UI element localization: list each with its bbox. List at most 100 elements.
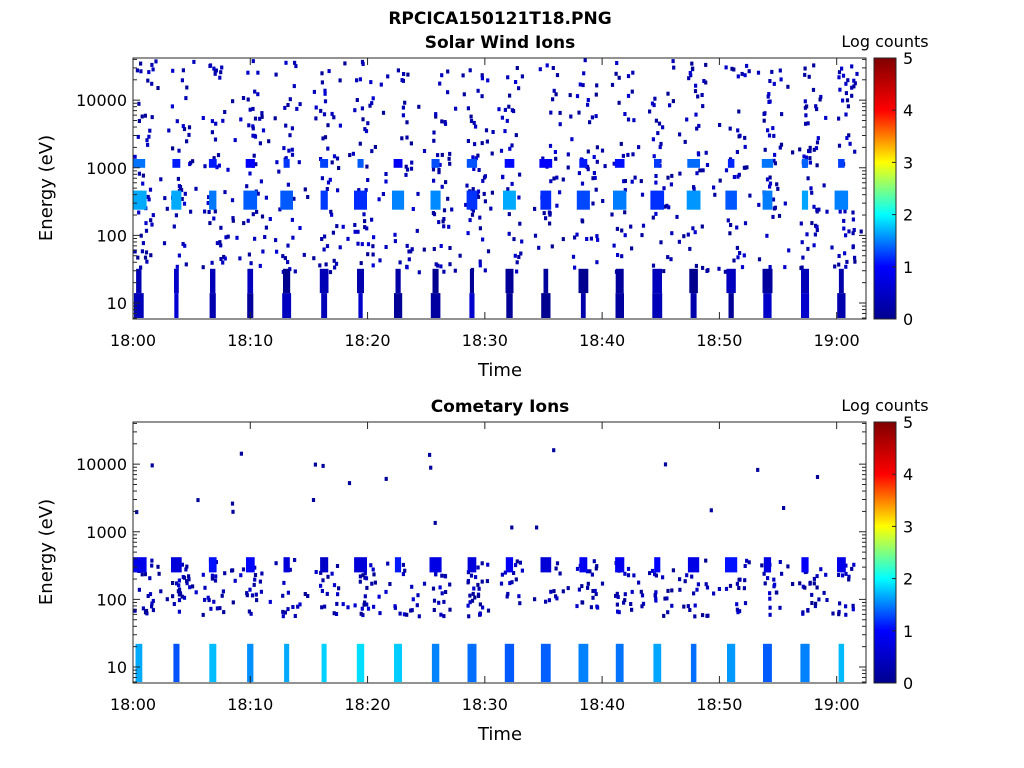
heatmap-cell [404,172,408,177]
heatmap-cell [359,261,363,266]
heatmap-cell [481,605,485,610]
heatmap-cell [370,217,374,222]
heatmap-cell [685,573,689,578]
heatmap-cell [150,563,154,568]
heatmap-cell [837,573,841,577]
heatmap-cell [291,235,295,240]
heatmap-cell [141,606,145,611]
heatmap-cell [278,207,282,212]
heatmap-cell [690,61,694,66]
heatmap-cell [150,81,154,86]
heatmap-cell [640,233,644,238]
heatmap-cell [514,133,518,138]
heatmap-cell [538,67,542,72]
heatmap-cell [586,102,590,107]
heatmap-cell [371,252,375,257]
heatmap-cell [378,258,382,263]
heatmap-cell [472,120,476,125]
heatmap-cell [594,187,598,192]
heatmap-cell [363,219,367,224]
heatmap-cell [573,235,577,240]
heatmap-cell [446,90,450,95]
heatmap-cell [480,94,484,99]
heatmap-cell [800,240,804,245]
heatmap-cell [489,206,493,211]
heatmap-cell [508,93,512,98]
heatmap-cell [209,606,213,611]
heatmap-band [172,159,181,168]
heatmap-cell [143,113,147,118]
heatmap-cell [151,608,155,613]
heatmap-cell [614,71,618,76]
heatmap-band [654,557,661,573]
heatmap-band [320,190,328,210]
heatmap-cell [853,259,857,264]
heatmap-cell [275,249,279,254]
heatmap-band [284,643,290,682]
heatmap-cell [485,139,489,144]
heatmap-cell [555,175,559,180]
heatmap-cell [353,229,357,234]
heatmap-cell [541,156,545,161]
heatmap-cell [547,598,551,603]
heatmap-cell [256,92,260,97]
heatmap-cell [603,164,607,169]
heatmap-cell [353,223,357,227]
heatmap-cell [322,112,327,117]
heatmap-cell [148,592,153,597]
heatmap-cell [844,91,848,96]
heatmap-cell [180,78,184,83]
heatmap-cell [143,255,148,260]
heatmap-cell [140,572,144,577]
heatmap-cell [384,476,388,481]
chart-title: Cometary Ions [431,397,570,417]
heatmap-cell [157,571,161,576]
heatmap-cell [742,253,746,258]
heatmap-cell [838,87,842,92]
heatmap-cell [533,233,538,238]
heatmap-cell [159,589,163,594]
heatmap-cell [402,612,406,617]
heatmap-cell [483,174,487,179]
heatmap-cell [629,602,633,606]
heatmap-cell [573,265,577,270]
heatmap-cell [338,245,342,250]
heatmap-cell [401,562,405,567]
heatmap-cell [571,254,576,259]
heatmap-cell [537,245,541,250]
heatmap-cell [255,598,259,603]
heatmap-band [762,268,773,294]
heatmap-cell [815,163,819,168]
heatmap-cell [812,581,816,586]
heatmap-cell [577,171,581,176]
heatmap-cell [728,231,732,236]
heatmap-cell [255,209,259,214]
heatmap-cell [322,247,326,252]
heatmap-band [210,268,216,294]
heatmap-band [431,159,440,168]
heatmap-cell [690,574,694,579]
heatmap-cell [735,225,739,230]
heatmap-cell [704,582,708,587]
heatmap-cell [824,115,828,120]
heatmap-cell [515,269,519,274]
heatmap-cell [709,508,713,513]
heatmap-cell [180,188,184,193]
heatmap-cell [293,614,297,618]
heatmap-cell [554,156,558,161]
heatmap-cell [370,581,374,586]
heatmap-cell [748,193,752,198]
heatmap-cell [325,187,329,191]
heatmap-cell [570,137,574,142]
heatmap-cell [815,140,820,145]
heatmap-cell [517,255,521,259]
heatmap-cell [619,141,623,146]
heatmap-cell [595,234,599,239]
heatmap-cell [203,164,207,169]
heatmap-cell [355,98,359,102]
heatmap-cell [712,185,716,190]
heatmap-cell [713,192,717,197]
heatmap-cell [766,576,770,581]
heatmap-cell [191,159,195,164]
